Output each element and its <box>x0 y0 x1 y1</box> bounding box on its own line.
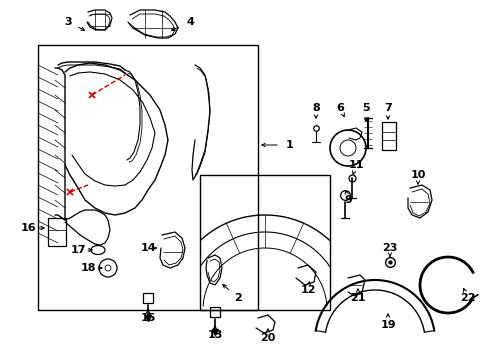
Text: 4: 4 <box>185 17 194 27</box>
Bar <box>38 45 258 310</box>
Text: 22: 22 <box>459 293 475 303</box>
Text: 11: 11 <box>347 160 363 170</box>
Text: 13: 13 <box>207 330 222 340</box>
Text: 3: 3 <box>64 17 72 27</box>
Text: 14: 14 <box>140 243 156 253</box>
Text: 19: 19 <box>379 320 395 330</box>
Text: 18: 18 <box>80 263 96 273</box>
Text: 16: 16 <box>20 223 36 233</box>
Bar <box>48 218 66 246</box>
Text: 21: 21 <box>349 293 365 303</box>
Text: 20: 20 <box>260 333 275 343</box>
Text: 2: 2 <box>234 293 242 303</box>
Text: 5: 5 <box>362 103 369 113</box>
Text: 17: 17 <box>70 245 85 255</box>
Text: 6: 6 <box>335 103 343 113</box>
Bar <box>381 122 395 150</box>
Text: 23: 23 <box>382 243 397 253</box>
Text: 8: 8 <box>311 103 319 113</box>
Text: 1: 1 <box>285 140 293 150</box>
Text: 15: 15 <box>140 313 155 323</box>
Text: 9: 9 <box>344 195 351 205</box>
Text: 12: 12 <box>300 285 315 295</box>
Text: 10: 10 <box>409 170 425 180</box>
Text: 7: 7 <box>384 103 391 113</box>
Bar <box>200 175 329 310</box>
